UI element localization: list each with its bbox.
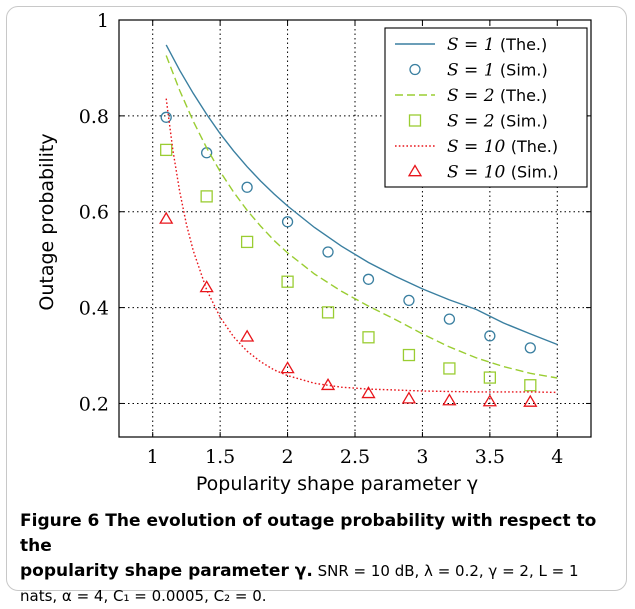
caption-params-line3: nats, α = 4, C₁ = 0.0005, C₂ = 0.	[20, 587, 267, 605]
data-point	[200, 190, 213, 203]
data-point	[361, 386, 376, 399]
x-tick-label: 3	[416, 446, 428, 468]
data-point	[483, 371, 497, 384]
data-point	[159, 211, 174, 224]
data-point	[239, 329, 255, 342]
figure-caption: Figure 6 The evolution of outage probabi…	[20, 509, 620, 609]
x-axis-label: Popularity shape parameter γ	[196, 473, 478, 495]
series-layer	[159, 44, 558, 407]
caption-params-line2: SNR = 10 dB, λ = 0.2, γ = 2, L = 1	[312, 562, 579, 580]
legend-label: S = 2 (Sim.)	[447, 112, 548, 132]
data-point	[442, 393, 457, 406]
series-line	[165, 98, 558, 394]
series-line	[165, 55, 558, 379]
data-point	[281, 275, 294, 288]
legend-label: S = 10 (Sim.)	[447, 163, 559, 183]
x-tick-label: 1	[147, 446, 159, 468]
axis-ticks: 1 1.5 2 2.5 3 3.5 4 0.2 0.4 0.6 0.8 1	[79, 10, 591, 468]
legend-entry: S = 2 (Sim.)	[408, 112, 548, 132]
legend-label: S = 10 (The.)	[447, 137, 558, 157]
data-point	[401, 391, 417, 404]
x-tick-label: 4	[551, 446, 563, 468]
data-point	[484, 330, 496, 342]
legend-box	[384, 27, 588, 188]
caption-title-line1: Figure 6 The evolution of outage probabi…	[20, 511, 597, 556]
data-point	[403, 294, 415, 307]
data-point	[524, 379, 537, 392]
data-point	[240, 235, 254, 249]
data-point	[322, 246, 334, 258]
data-point	[321, 306, 335, 319]
series-1	[160, 111, 536, 354]
x-tick-label: 3.5	[475, 446, 505, 468]
series-5	[159, 211, 538, 407]
data-point	[281, 216, 294, 228]
data-point	[362, 273, 375, 285]
y-tick-label: 1	[97, 10, 109, 32]
data-point	[160, 111, 172, 123]
data-point	[482, 394, 497, 407]
data-point	[160, 143, 173, 157]
legend-swatch	[409, 63, 421, 76]
caption-title-line2: popularity shape parameter γ.	[20, 561, 313, 581]
y-tick-label: 0.8	[79, 106, 109, 128]
data-point	[362, 331, 375, 344]
legend-label: S = 1 (Sim.)	[447, 61, 548, 81]
data-point	[280, 361, 295, 374]
data-point	[199, 280, 214, 293]
data-point	[443, 313, 456, 325]
data-point	[241, 181, 253, 193]
data-point	[524, 342, 536, 354]
data-point	[402, 348, 416, 362]
series-3	[160, 143, 537, 392]
y-axis-label: Outage probability	[36, 133, 58, 310]
legend-entry: S = 1 (Sim.)	[409, 61, 548, 81]
series-4	[165, 98, 558, 394]
data-point	[443, 362, 456, 375]
grid	[119, 19, 591, 437]
legend-entry: S = 2 (The.)	[395, 86, 547, 106]
y-tick-label: 0.6	[79, 202, 109, 224]
x-tick-label: 2.5	[340, 446, 370, 468]
series-2	[165, 55, 558, 379]
x-tick-label: 2	[282, 446, 294, 468]
legend-label: S = 1 (The.)	[447, 35, 547, 55]
data-point	[523, 394, 538, 407]
legend: S = 1 (The.) S = 1 (Sim.) S = 2 (The.) S = …	[384, 27, 588, 188]
series-0	[165, 44, 558, 346]
legend-swatch	[408, 114, 422, 127]
y-tick-label: 0.2	[79, 393, 109, 415]
legend-entry: S = 10 (The.)	[395, 137, 558, 157]
y-tick-label: 0.4	[79, 298, 109, 320]
outage-probability-chart: 1 1.5 2 2.5 3 3.5 4 0.2 0.4 0.6 0.8 1 Popularity sh…	[36, 10, 592, 495]
legend-entry: S = 1 (The.)	[395, 35, 547, 55]
series-line	[165, 44, 558, 346]
legend-entry: S = 10 (Sim.)	[407, 163, 559, 183]
data-point	[320, 377, 336, 391]
x-tick-label: 1.5	[205, 446, 235, 468]
legend-swatch	[407, 164, 423, 177]
legend-label: S = 2 (The.)	[447, 86, 547, 106]
